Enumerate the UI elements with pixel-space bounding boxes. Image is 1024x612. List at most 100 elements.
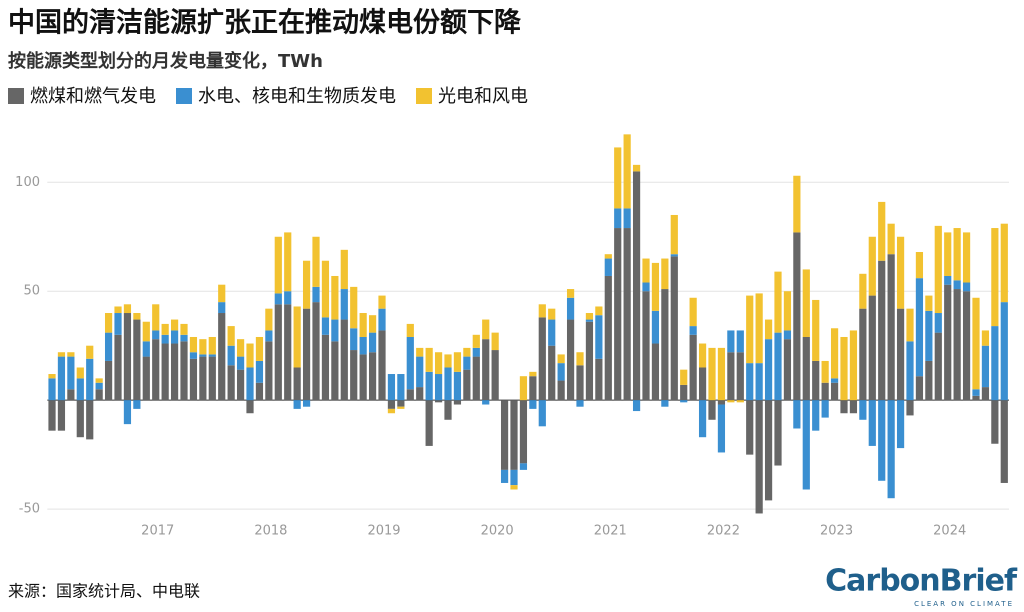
bar-segment xyxy=(425,347,433,372)
bar-segment xyxy=(595,358,603,401)
bar-segment xyxy=(670,214,678,255)
bar-segment xyxy=(764,339,773,401)
bar-segment xyxy=(1000,400,1008,483)
bar-segment xyxy=(95,382,103,390)
bar-segment xyxy=(981,330,990,346)
bar-segment xyxy=(123,313,132,401)
bar-segment xyxy=(887,400,895,499)
bar-segment xyxy=(868,295,876,401)
bar-segment xyxy=(199,354,207,357)
bar-segment xyxy=(793,400,801,429)
bar-segment xyxy=(830,382,839,401)
bar-segment xyxy=(868,236,876,296)
bar-segment xyxy=(746,295,754,364)
bar-segment xyxy=(321,317,330,335)
bar-segment xyxy=(981,345,990,388)
bar-segment xyxy=(284,291,292,305)
bar-segment xyxy=(887,254,895,401)
bar-segment xyxy=(67,356,75,390)
legend-swatch xyxy=(8,88,24,104)
legend-label: 光电和风电 xyxy=(438,86,528,107)
bar-segment xyxy=(529,371,537,377)
bar-segment xyxy=(944,284,952,401)
bar-segment xyxy=(218,313,226,401)
bar-segment xyxy=(727,330,735,353)
bar-segment xyxy=(57,352,66,357)
legend-label: 水电、核电和生物质发电 xyxy=(198,86,396,107)
bar-segment xyxy=(972,389,980,396)
bar-segment xyxy=(548,345,556,401)
bar-segment xyxy=(368,352,377,401)
bar-segment xyxy=(453,400,462,405)
bar-segment xyxy=(651,262,660,311)
bar-segment xyxy=(434,352,443,375)
bar-segment xyxy=(944,275,952,285)
bar-segment xyxy=(849,330,858,401)
bar-segment xyxy=(265,330,273,342)
bar-segment xyxy=(623,134,631,209)
bar-segment xyxy=(962,232,971,283)
bar-segment xyxy=(915,252,924,279)
bar-segment xyxy=(123,304,132,314)
x-tick-label: 2024 xyxy=(933,524,966,539)
bar-segment xyxy=(444,354,452,368)
bar-segment xyxy=(114,306,122,314)
bar-segment xyxy=(161,323,169,335)
bar-segment xyxy=(774,332,782,401)
bar-segment xyxy=(632,164,641,172)
bar-segment xyxy=(727,400,735,403)
y-tick-label: -50 xyxy=(19,502,40,517)
bar-segment xyxy=(925,295,933,311)
chart-title: 中国的清洁能源扩张正在推动煤电份额下降 xyxy=(8,7,522,39)
bar-segment xyxy=(859,273,867,309)
bar-segment xyxy=(585,321,594,401)
bar-segment xyxy=(944,232,952,276)
bar-segment xyxy=(453,371,462,401)
bar-segment xyxy=(104,313,113,333)
x-tick-label: 2020 xyxy=(481,524,514,539)
bar-segment xyxy=(350,328,358,351)
bar-segment xyxy=(133,313,141,320)
bar-segment xyxy=(312,236,320,287)
bar-segment xyxy=(199,356,207,401)
y-tick-label: 50 xyxy=(23,284,40,299)
y-tick-label: 100 xyxy=(15,175,40,190)
bar-segment xyxy=(76,400,84,438)
bar-segment xyxy=(57,400,66,431)
bar-segment xyxy=(218,284,226,303)
bar-segment xyxy=(463,356,471,370)
bar-segment xyxy=(614,147,622,209)
bar-segment xyxy=(651,343,660,401)
bar-segment xyxy=(510,485,518,490)
bar-segment xyxy=(48,374,56,379)
bar-segment xyxy=(500,469,509,483)
bar-segment xyxy=(302,260,311,309)
bar-segment xyxy=(736,400,744,403)
bar-segment xyxy=(972,297,980,390)
bar-segment xyxy=(830,378,839,383)
bar-segment xyxy=(340,319,348,401)
bar-segment xyxy=(755,400,763,514)
bar-segment xyxy=(821,382,829,401)
bar-segment xyxy=(406,336,414,390)
bar-segment xyxy=(717,404,726,453)
bar-segment xyxy=(519,376,528,401)
bar-segment xyxy=(538,317,546,401)
bar-segment xyxy=(76,378,84,401)
bar-segment xyxy=(538,304,546,318)
bar-segment xyxy=(312,286,320,303)
bar-segment xyxy=(642,258,650,283)
x-tick-label: 2019 xyxy=(367,524,400,539)
bar-segment xyxy=(142,341,150,357)
bar-segment xyxy=(821,360,829,383)
bar-segment xyxy=(557,354,565,364)
bar-segment xyxy=(755,363,763,401)
bar-segment xyxy=(387,400,396,409)
bar-segment xyxy=(189,336,198,353)
bar-segment xyxy=(359,354,367,401)
bar-segment xyxy=(670,256,678,401)
bar-segment xyxy=(566,289,575,298)
bar-segment xyxy=(293,367,301,401)
bar-segment xyxy=(453,352,462,372)
bar-segment xyxy=(236,369,245,401)
